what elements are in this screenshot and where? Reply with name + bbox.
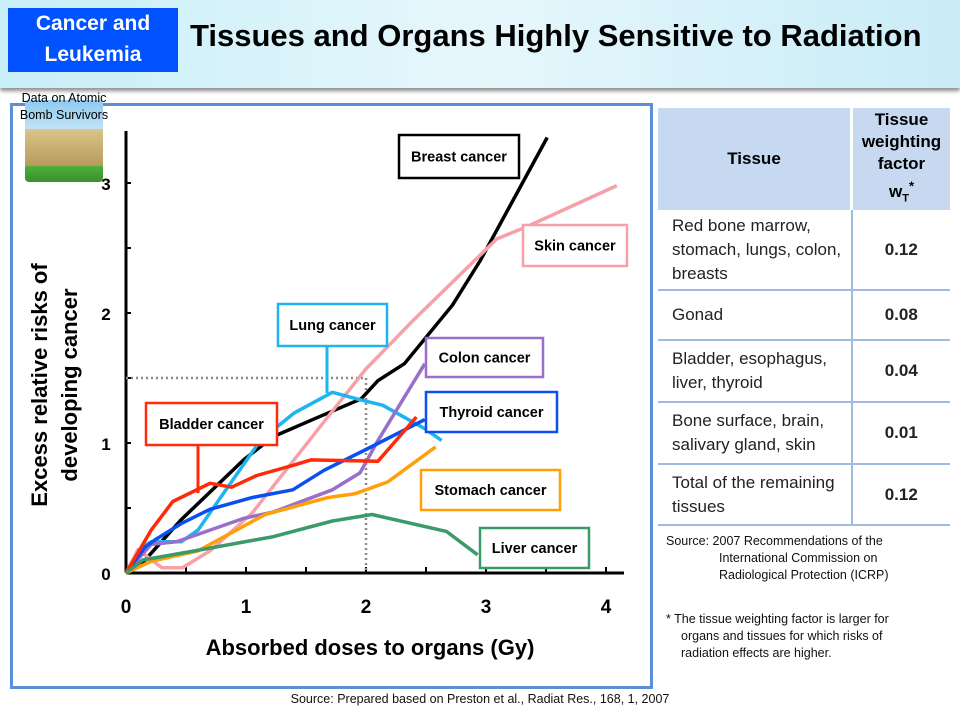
series-line-colon-cancer (124, 362, 427, 575)
legend-label-stomach-cancer: Stomach cancer (419, 468, 562, 512)
y-tick-label: 2 (101, 305, 110, 324)
legend-label-breast-cancer: Breast cancer (397, 133, 521, 180)
factor-cell: 0.01 (850, 402, 950, 466)
y-tick-label: 1 (101, 435, 110, 454)
label-text: Breast cancer (411, 150, 507, 166)
reference-line (126, 376, 368, 573)
note-line: * The tissue weighting factor is larger … (666, 612, 889, 626)
source-line: Radiological Protection (ICRP) (719, 568, 889, 582)
label-text: Colon cancer (439, 351, 531, 367)
factor-cell: 0.04 (850, 340, 950, 404)
tissue-weighting-table: Tissue Tissue weighting factor wT* Red bo… (658, 108, 950, 527)
caption-line: Bomb Survivors (19, 108, 109, 122)
table-header-row: Tissue Tissue weighting factor wT* (658, 108, 950, 211)
label-box (276, 302, 389, 348)
label-box (521, 223, 629, 268)
x-tick-label: 0 (121, 597, 132, 618)
table-row: Bladder, esophagus, liver, thyroid 0.04 (658, 340, 950, 404)
table-row: Gonad 0.08 (658, 290, 950, 342)
tissue-cell: Bladder, esophagus, liver, thyroid (658, 340, 852, 404)
page-title: Tissues and Organs Highly Sensitive to R… (190, 18, 922, 53)
table-source: Source: 2007 Recommendations of the Inte… (666, 533, 956, 584)
atomic-bomb-dome-image (25, 100, 103, 182)
y-tick-label: 3 (101, 175, 110, 194)
footnote: * The tissue weighting factor is larger … (666, 611, 951, 662)
badge-line: Leukemia (44, 43, 142, 66)
legend-label-colon-cancer: Colon cancer (424, 336, 545, 379)
source-line: Source: 2007 Recommendations of the (666, 534, 883, 548)
footer-source: Source: Prepared based on Preston et al.… (290, 692, 670, 706)
label-text: Liver cancer (492, 541, 578, 557)
label-box (478, 526, 591, 570)
tissue-cell: Total of the remaining tissues (658, 464, 852, 527)
label-box (419, 468, 562, 512)
series-line-liver-cancer (124, 512, 479, 575)
x-tick-label: 3 (481, 597, 492, 618)
photo-caption: Data on Atomic Bomb Survivors (14, 90, 114, 124)
y-tick-label: 0 (101, 565, 110, 584)
caption-line: Data on Atomic (21, 91, 107, 105)
legend-label-bladder-cancer: Bladder cancer (144, 401, 279, 493)
note-line: organs and tissues for which risks of (681, 629, 883, 643)
table-row: Total of the remaining tissues 0.12 (658, 464, 950, 527)
x-tick-label: 4 (601, 597, 612, 618)
factor-cell: 0.08 (850, 290, 950, 342)
section-badge: Cancer and Leukemia (8, 8, 178, 72)
header-text: Tissue weighting factor (861, 110, 942, 173)
label-box (424, 390, 559, 434)
label-text: Stomach cancer (434, 483, 546, 499)
badge-line: Cancer and (35, 12, 151, 35)
tissue-cell: Red bone marrow, stomach, lungs, colon, … (658, 210, 852, 292)
legend-label-skin-cancer: Skin cancer (521, 223, 629, 268)
label-text: Thyroid cancer (440, 405, 544, 421)
table-row: Bone surface, brain, salivary gland, ski… (658, 402, 950, 466)
tissue-cell: Gonad (658, 290, 852, 342)
series-line-bladder-cancer (124, 415, 418, 574)
table-row: Red bone marrow, stomach, lungs, colon, … (658, 210, 950, 292)
note-line: radiation effects are higher. (681, 646, 832, 660)
x-tick-label: 2 (361, 597, 372, 618)
legend-label-thyroid-cancer: Thyroid cancer (424, 390, 559, 434)
label-text: Lung cancer (289, 318, 376, 334)
col-header-factor: Tissue weighting factor wT* (850, 108, 950, 211)
col-header-tissue: Tissue (658, 108, 852, 211)
tissue-cell: Bone surface, brain, salivary gland, ski… (658, 402, 852, 466)
wt-symbol: wT* (888, 178, 915, 205)
chart-panel (10, 103, 653, 689)
series-line-skin-cancer (124, 184, 618, 574)
label-text: Skin cancer (534, 239, 616, 255)
series-line-stomach-cancer (125, 445, 437, 575)
label-box (424, 336, 545, 379)
x-tick-label: 1 (241, 597, 252, 618)
source-line: International Commission on (719, 551, 878, 565)
x-axis-title: Absorbed doses to organs (Gy) (206, 635, 535, 660)
label-box (397, 133, 521, 180)
legend-label-liver-cancer: Liver cancer (478, 526, 591, 570)
factor-cell: 0.12 (850, 210, 950, 292)
factor-cell: 0.12 (850, 464, 950, 527)
label-box (144, 401, 279, 447)
legend-label-lung-cancer: Lung cancer (276, 302, 389, 393)
label-text: Bladder cancer (159, 417, 264, 433)
